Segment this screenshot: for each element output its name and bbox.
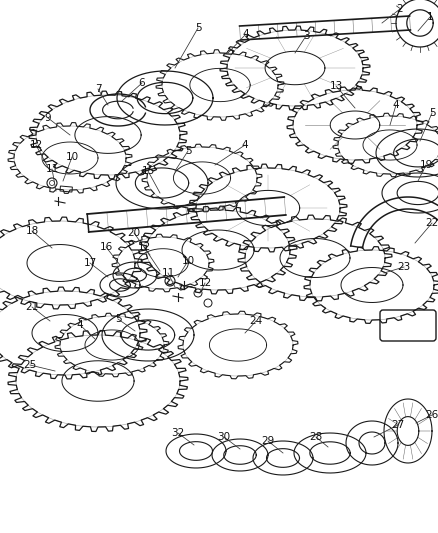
Text: 25: 25 <box>23 360 37 370</box>
Text: 7: 7 <box>95 84 101 94</box>
Text: 9: 9 <box>45 113 51 123</box>
Text: 21: 21 <box>25 302 39 312</box>
Text: 20: 20 <box>127 228 141 238</box>
Text: 2: 2 <box>397 4 403 14</box>
Text: 15: 15 <box>141 166 155 176</box>
Text: 11: 11 <box>161 268 175 278</box>
Text: 5: 5 <box>429 108 435 118</box>
Text: 10: 10 <box>65 152 78 162</box>
Text: 4: 4 <box>77 320 83 330</box>
Text: 29: 29 <box>261 436 275 446</box>
Text: 28: 28 <box>309 432 323 442</box>
Text: 11: 11 <box>46 164 59 174</box>
Text: 4: 4 <box>242 140 248 150</box>
Text: 12: 12 <box>198 278 212 288</box>
Text: 16: 16 <box>99 242 113 252</box>
Text: 18: 18 <box>25 226 39 236</box>
Text: 27: 27 <box>392 420 405 430</box>
Text: 23: 23 <box>397 262 411 272</box>
Text: 4: 4 <box>243 29 249 39</box>
Text: 4: 4 <box>393 100 399 110</box>
Text: 30: 30 <box>217 432 230 442</box>
Text: 12: 12 <box>138 242 151 252</box>
Text: 1: 1 <box>427 12 433 22</box>
Text: 17: 17 <box>83 258 97 268</box>
Text: 13: 13 <box>329 81 343 91</box>
Text: 24: 24 <box>249 316 263 326</box>
Bar <box>60 186 72 192</box>
Text: 22: 22 <box>425 218 438 228</box>
Text: 5: 5 <box>115 314 121 324</box>
Text: 6: 6 <box>139 78 145 88</box>
Text: 5: 5 <box>185 146 191 156</box>
Text: 19: 19 <box>419 160 433 170</box>
Text: 10: 10 <box>181 256 194 266</box>
Text: 12: 12 <box>29 140 42 150</box>
Text: 5: 5 <box>194 23 201 33</box>
Text: 26: 26 <box>425 410 438 420</box>
Text: 32: 32 <box>171 428 185 438</box>
Text: 3: 3 <box>303 31 309 41</box>
